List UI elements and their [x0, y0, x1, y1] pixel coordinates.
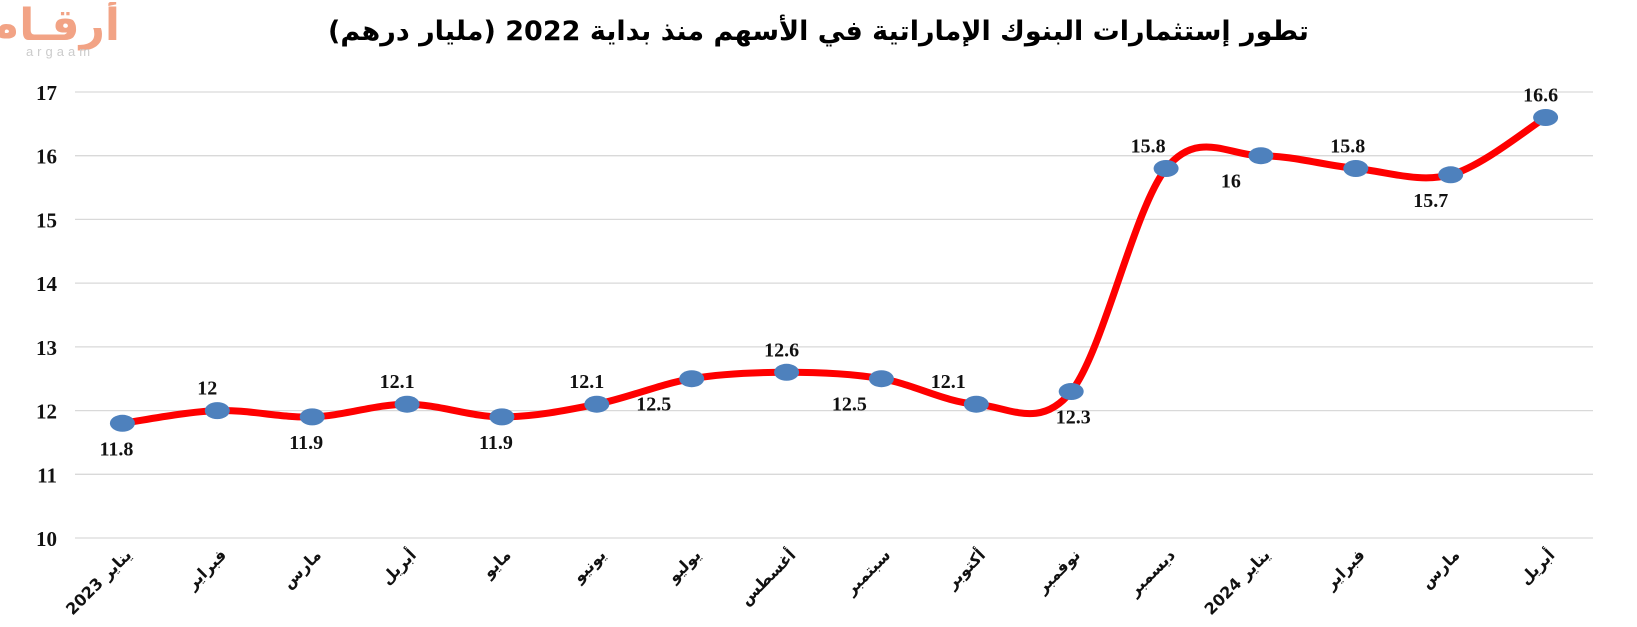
- data-point-marker: [868, 370, 894, 388]
- x-axis-tick-label: مارس: [278, 545, 325, 592]
- x-axis-tick-label: ديسمبر: [1124, 545, 1179, 600]
- x-axis-tick-label: يناير 2023: [62, 545, 135, 618]
- x-axis-tick-label: أبريل: [1515, 545, 1559, 589]
- data-point-marker: [489, 408, 515, 426]
- y-axis-tick-label: 15: [36, 208, 57, 232]
- y-axis-tick-label: 16: [36, 145, 57, 169]
- y-axis-tick-label: 13: [36, 336, 57, 360]
- argaam-logo: أرقـام argaam: [0, 2, 120, 80]
- data-point-marker: [1533, 109, 1559, 126]
- x-axis-tick-label: يناير 2024: [1200, 545, 1273, 618]
- data-point-label: 11.9: [289, 432, 323, 454]
- gridlines: [75, 91, 1593, 539]
- x-axis-tick-label: أغسطس: [735, 545, 799, 609]
- data-point-labels: 11.8 12 11.9 12.1 11.9 12.1 12.5 12.6 12.5 12.1 12…: [99, 85, 1558, 461]
- data-point-marker: [1058, 383, 1084, 400]
- data-point-label: 12.5: [832, 394, 867, 416]
- data-point-marker: [1343, 160, 1369, 177]
- data-point-marker: [1153, 160, 1179, 177]
- data-point-label: 11.9: [479, 432, 513, 454]
- y-axis-tick-label: 11: [37, 463, 57, 487]
- argaam-logo-arabic-text: أرقـام: [0, 2, 120, 51]
- data-point-label: 15.7: [1413, 190, 1448, 212]
- x-axis-tick-label: أبريل: [376, 545, 420, 589]
- data-point-marker: [584, 395, 610, 413]
- chart-title: تطور إستثمارات البنوك الإماراتية في الأس…: [328, 16, 1309, 47]
- data-point-label: 12.1: [931, 371, 966, 393]
- x-axis-tick-label: مارس: [1417, 545, 1464, 592]
- data-point-label: 11.8: [99, 438, 133, 460]
- data-point-label: 15.8: [1330, 136, 1365, 158]
- argaam-logo-latin-text: argaam: [25, 44, 95, 59]
- x-axis-tick-label: أكتوبر: [941, 545, 989, 593]
- data-point-markers: [109, 109, 1559, 432]
- series-path: [118, 114, 1550, 427]
- data-point-marker: [1248, 147, 1274, 165]
- data-point-marker: [109, 414, 135, 432]
- x-axis-tick-label: سبتمبر: [840, 545, 894, 599]
- data-point-label: 12: [197, 378, 217, 400]
- data-point-label: 12.6: [764, 339, 799, 361]
- y-axis-labels: 10 11 12 13 14 15 16 17: [36, 81, 58, 551]
- x-axis-tick-label: نوفمبر: [1032, 545, 1084, 597]
- x-axis-labels: يناير 2023 فبراير مارس أبريل مايو يونيو يوليو أ…: [62, 545, 1558, 619]
- data-point-label: 16: [1221, 171, 1241, 193]
- data-point-label: 15.8: [1131, 136, 1166, 158]
- data-point-label: 12.3: [1056, 407, 1091, 429]
- y-axis-tick-label: 12: [36, 400, 57, 424]
- data-point-marker: [963, 395, 989, 413]
- data-point-marker: [679, 370, 705, 388]
- data-point-label: 16.6: [1523, 85, 1558, 107]
- y-axis-tick-label: 10: [36, 527, 57, 551]
- x-axis-tick-label: يوليو: [663, 545, 704, 586]
- x-axis-tick-label: فبراير: [182, 545, 230, 593]
- data-point-label: 12.1: [380, 371, 415, 393]
- data-point-label: 12.5: [636, 394, 671, 416]
- series-line: [118, 114, 1550, 427]
- y-axis-tick-label: 17: [36, 81, 57, 105]
- data-point-marker: [774, 363, 800, 381]
- x-axis-tick-label: فبراير: [1320, 545, 1368, 593]
- data-point-marker: [1438, 166, 1464, 184]
- y-axis-tick-label: 14: [36, 272, 58, 296]
- data-point-marker: [394, 395, 420, 413]
- x-axis-tick-label: يونيو: [568, 545, 609, 586]
- data-point-marker: [299, 408, 325, 426]
- data-point-marker: [204, 402, 230, 420]
- data-point-label: 12.1: [569, 371, 604, 393]
- x-axis-tick-label: مايو: [478, 545, 515, 582]
